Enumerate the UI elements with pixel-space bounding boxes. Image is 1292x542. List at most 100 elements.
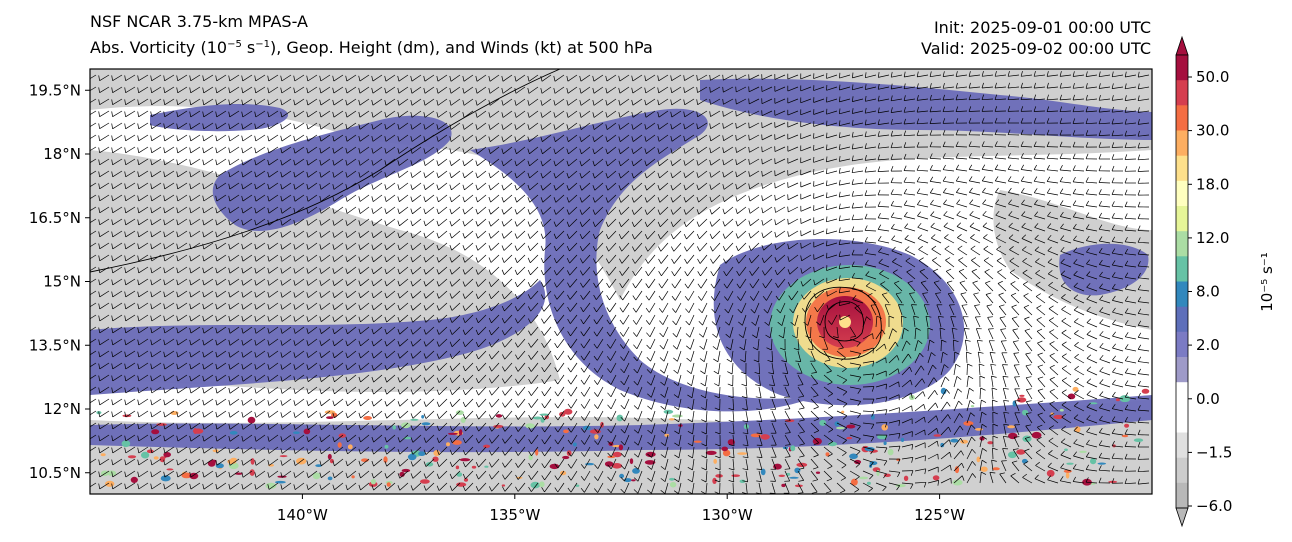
wind-barb <box>647 422 656 434</box>
convective-cell <box>432 456 439 462</box>
wind-barb <box>163 470 175 478</box>
convective-cell <box>127 455 137 459</box>
wind-barb <box>722 218 734 227</box>
wind-barb <box>979 399 987 412</box>
wind-barb <box>176 338 188 346</box>
wind-barb <box>787 73 799 80</box>
wind-barb <box>98 278 110 286</box>
wind-barb <box>931 245 942 256</box>
wind-barb <box>293 314 305 322</box>
wind-barb <box>514 266 526 276</box>
wind-barb <box>410 170 422 178</box>
wind-barb <box>358 470 370 479</box>
convective-cell <box>460 417 466 423</box>
wind-barb <box>384 434 396 443</box>
wind-barb <box>749 266 760 276</box>
wind-barb <box>748 74 760 81</box>
wind-barb <box>657 74 669 82</box>
wind-barb <box>579 74 591 82</box>
wind-barb <box>384 98 396 106</box>
wind-barb <box>410 146 422 154</box>
wind-barb <box>813 278 825 286</box>
wind-barb <box>1020 129 1033 136</box>
wind-barb <box>358 98 370 106</box>
wind-barb <box>163 362 175 370</box>
wind-barb <box>111 290 123 298</box>
wind-barb <box>1111 428 1124 436</box>
wind-barb <box>1085 141 1098 148</box>
wind-barb <box>660 482 669 494</box>
wind-barb <box>1086 366 1098 376</box>
wind-barb <box>514 110 526 118</box>
wind-barb <box>1022 473 1033 484</box>
wind-barb <box>124 194 136 202</box>
wind-barb <box>541 470 552 481</box>
wind-barb <box>228 338 240 346</box>
wind-barb <box>1086 306 1098 316</box>
wind-barb <box>384 110 396 118</box>
wind-barb <box>1020 164 1033 172</box>
wind-barb <box>701 422 708 435</box>
lat-tick-label: 12°N <box>43 400 81 418</box>
wind-barb <box>607 482 617 494</box>
wind-barb <box>970 234 981 244</box>
wind-barb <box>674 446 682 459</box>
wind-barb <box>618 122 630 130</box>
wind-barb <box>1012 328 1020 340</box>
wind-barb <box>267 242 279 250</box>
wind-barb <box>774 97 786 104</box>
wind-barb <box>592 98 604 106</box>
wind-barb <box>1073 451 1085 460</box>
wind-barb <box>462 170 474 179</box>
wind-barb <box>784 434 791 446</box>
wind-barb <box>176 326 188 334</box>
wind-barb <box>449 410 461 420</box>
wind-barb <box>800 278 812 287</box>
wind-barb <box>633 350 643 362</box>
wind-barb <box>984 268 994 280</box>
wind-barb <box>939 327 946 340</box>
wind-barb <box>647 398 656 410</box>
wind-barb <box>890 71 903 78</box>
wind-barb <box>137 374 149 382</box>
convective-cell <box>1031 431 1042 439</box>
wind-barb <box>501 314 513 324</box>
wind-barb <box>1007 152 1020 160</box>
wind-barb <box>709 134 721 142</box>
wind-barb <box>332 482 344 491</box>
wind-barb <box>345 266 357 274</box>
wind-barb <box>792 326 799 339</box>
title-fields-mid: s <box>241 38 256 57</box>
wind-barb <box>1046 141 1059 148</box>
wind-barb <box>979 471 987 484</box>
wind-barb <box>527 110 539 118</box>
wind-barb <box>998 292 1007 304</box>
wind-barb <box>475 338 487 348</box>
wind-barb <box>1124 177 1136 184</box>
wind-barb <box>660 422 669 434</box>
colorbar-segment <box>1176 55 1188 81</box>
wind-barb <box>1023 304 1033 316</box>
wind-barb <box>501 74 513 82</box>
wind-barb <box>345 470 357 479</box>
wind-barb <box>124 242 136 250</box>
wind-barb <box>735 182 747 190</box>
wind-barb <box>267 170 279 178</box>
wind-barb <box>371 278 383 287</box>
wind-barb <box>966 400 975 412</box>
wind-barb <box>423 110 435 118</box>
wind-barb <box>567 434 578 445</box>
wind-barb <box>98 134 110 142</box>
wind-barb <box>592 194 604 203</box>
wind-barb <box>966 412 975 424</box>
wind-barb <box>659 314 669 325</box>
wind-barb <box>90 230 97 236</box>
wind-barb <box>901 340 911 352</box>
wind-barb <box>528 458 539 469</box>
wind-barb <box>397 86 409 94</box>
wind-barb <box>930 211 942 220</box>
wind-barb <box>124 470 136 478</box>
wind-barb <box>673 398 682 410</box>
wind-barb <box>901 444 914 450</box>
convective-cell <box>1121 434 1129 438</box>
